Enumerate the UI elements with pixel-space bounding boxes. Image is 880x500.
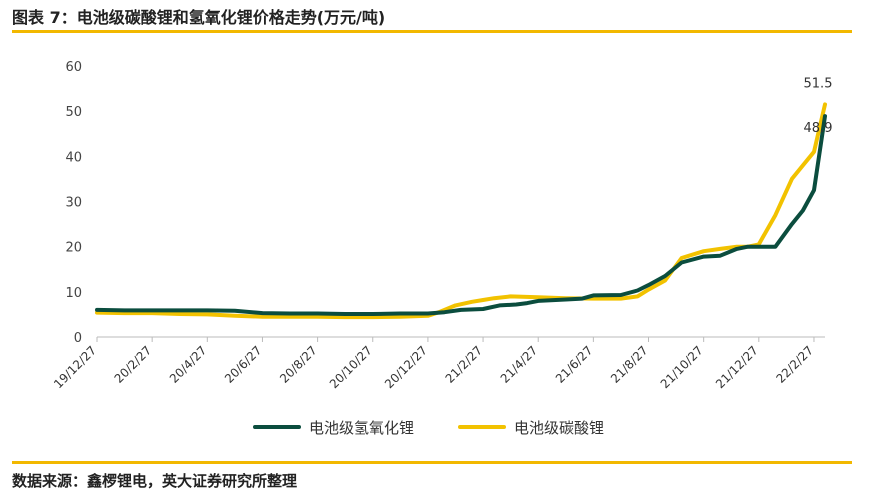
- series-layer: [95, 102, 827, 320]
- y-tick-label: 30: [65, 196, 82, 211]
- y-tick-label: 50: [65, 105, 82, 120]
- x-tick-label: 20/8/27: [277, 343, 320, 386]
- y-tick-label: 60: [65, 60, 82, 75]
- x-tick-label: 20/10/27: [327, 343, 375, 391]
- x-tick-label: 21/8/27: [608, 343, 651, 386]
- y-axis-ticks: 0 10 20 30 40 50 60: [65, 60, 82, 346]
- legend-label: 电池级碳酸锂: [514, 419, 604, 437]
- source-divider: [12, 461, 852, 464]
- series-line: [95, 102, 827, 320]
- data-label: 48.9: [804, 121, 833, 136]
- x-tick-label: 19/12/27: [51, 343, 99, 391]
- data-labels: 51.5 48.9: [804, 76, 833, 136]
- x-tick-label: 21/4/27: [498, 343, 541, 386]
- title-divider: [12, 30, 852, 33]
- x-tick-label: 20/2/27: [112, 343, 155, 386]
- x-tick-label: 20/12/27: [382, 343, 430, 391]
- y-tick-label: 20: [65, 241, 82, 256]
- series-line: [95, 114, 827, 316]
- line-chart: 0 10 20 30 40 50 60 19/12/27 20/2/27 20/4/27 20/6…: [51, 60, 833, 437]
- chart-title: 图表 7：电池级碳酸锂和氢氧化锂价格走势(万元/吨): [12, 8, 386, 27]
- y-tick-label: 40: [65, 150, 82, 165]
- legend-label: 电池级氢氧化锂: [309, 419, 414, 437]
- x-tick-label: 21/6/27: [553, 343, 596, 386]
- x-tick-label: 22/2/27: [773, 343, 816, 386]
- x-axis-ticks: 19/12/27 20/2/27 20/4/27 20/6/27 20/8/27 20/1…: [51, 337, 816, 391]
- x-tick-label: 20/6/27: [222, 343, 265, 386]
- source-note: 数据来源：鑫椤锂电，英大证券研究所整理: [12, 472, 298, 490]
- legend: 电池级氢氧化锂 电池级碳酸锂: [253, 419, 604, 437]
- x-tick-label: 21/10/27: [658, 343, 706, 391]
- y-tick-label: 10: [65, 286, 82, 301]
- x-tick-label: 21/12/27: [713, 343, 761, 391]
- y-tick-label: 0: [74, 331, 82, 346]
- x-tick-label: 20/4/27: [167, 343, 210, 386]
- data-label: 51.5: [804, 76, 833, 91]
- x-tick-label: 21/2/27: [443, 343, 486, 386]
